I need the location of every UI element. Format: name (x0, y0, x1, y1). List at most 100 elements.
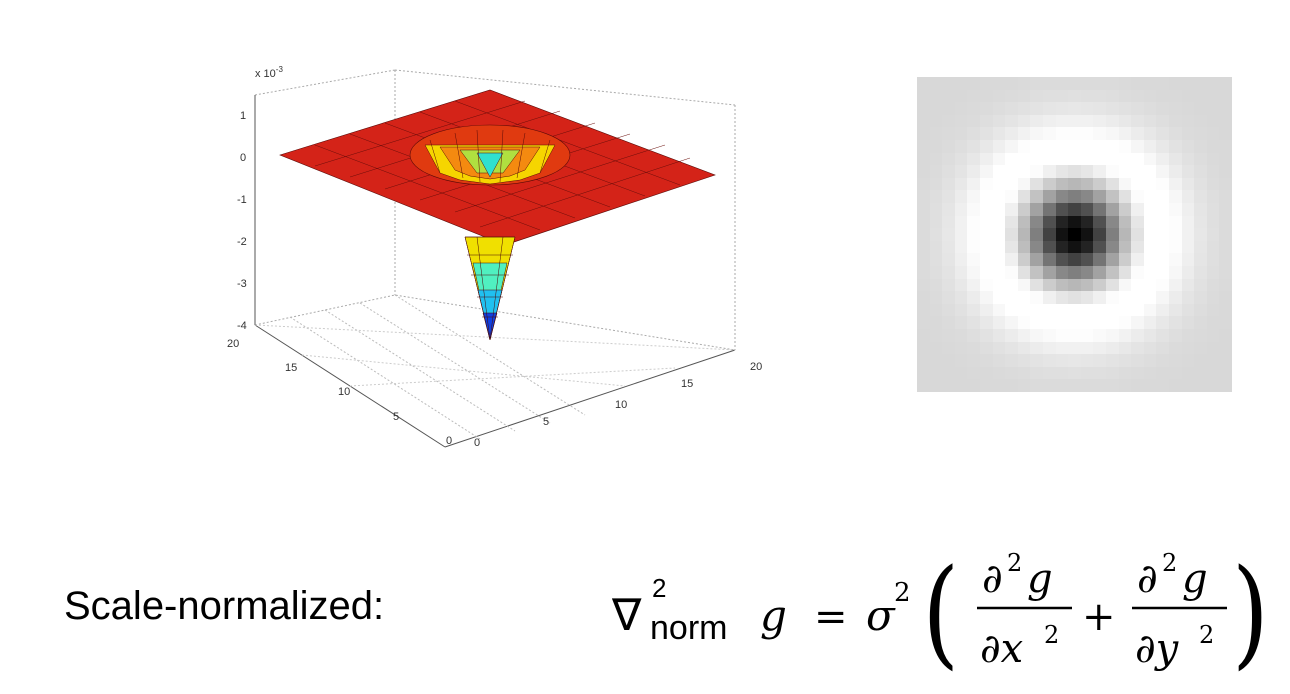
image-pixel (1206, 303, 1220, 317)
image-pixel (1194, 203, 1207, 216)
image-pixel (1118, 316, 1132, 329)
image-pixel (1131, 165, 1144, 178)
image-pixel (1055, 278, 1069, 292)
image-pixel (1106, 266, 1119, 279)
image-pixel (1080, 190, 1094, 203)
image-pixel (1206, 354, 1220, 367)
caption-label: Scale-normalized: (64, 584, 385, 628)
image-pixel (967, 152, 980, 166)
image-pixel (1030, 278, 1043, 292)
image-pixel (1030, 379, 1043, 392)
image-pixel (1219, 379, 1232, 392)
image-pixel (942, 177, 955, 191)
image-pixel (954, 366, 968, 380)
image-pixel (1131, 366, 1144, 380)
image-pixel (1030, 341, 1043, 355)
image-pixel (942, 341, 955, 355)
image-pixel (1181, 77, 1195, 90)
image-pixel (1043, 140, 1056, 153)
image-pixel (1194, 127, 1207, 140)
image-pixel (1156, 240, 1169, 254)
image-pixel (1169, 278, 1182, 292)
image-pixel (1206, 165, 1220, 178)
image-pixel (1219, 366, 1232, 380)
image-pixel (1206, 253, 1220, 266)
nabla-subscript: norm (650, 609, 727, 647)
image-pixel (1194, 165, 1207, 178)
image-pixel (1181, 278, 1195, 292)
image-pixel (967, 379, 980, 392)
image-pixel (1181, 127, 1195, 140)
image-pixel (1169, 215, 1182, 229)
image-pixel (1206, 203, 1220, 216)
image-pixel (1219, 77, 1232, 90)
image-pixel (1093, 89, 1106, 103)
image-pixel (954, 341, 968, 355)
image-pixel (942, 266, 955, 279)
image-pixel (1030, 152, 1043, 166)
image-pixel (1106, 127, 1119, 140)
image-pixel (1181, 165, 1195, 178)
image-pixel (1080, 341, 1094, 355)
image-pixel (1080, 165, 1094, 178)
image-pixel (929, 127, 943, 140)
image-pixel (1156, 278, 1169, 292)
image-pixel (1093, 114, 1106, 128)
image-pixel (1169, 291, 1182, 304)
y-tick: 5 (393, 411, 399, 423)
image-pixel (1181, 140, 1195, 153)
image-pixel (1156, 114, 1169, 128)
image-pixel (942, 291, 955, 304)
image-pixel (1106, 291, 1119, 304)
image-pixel (1017, 177, 1031, 191)
image-pixel (1156, 228, 1169, 241)
image-pixel (1169, 228, 1182, 241)
image-pixel (1030, 177, 1043, 191)
image-pixel (967, 354, 980, 367)
z-tick: 1 (240, 110, 246, 122)
image-pixel (1181, 203, 1195, 216)
image-pixel (1055, 329, 1069, 342)
image-pixel (1156, 89, 1169, 103)
image-pixel (1055, 354, 1069, 367)
image-pixel (1017, 228, 1031, 241)
image-pixel (1181, 354, 1195, 367)
image-pixel (1118, 215, 1132, 229)
image-pixel (992, 303, 1006, 317)
image-pixel (980, 102, 993, 115)
image-pixel (1118, 140, 1132, 153)
image-pixel (1143, 203, 1157, 216)
image-pixel (1068, 77, 1081, 90)
image-pixel (942, 303, 955, 317)
image-pixel (954, 89, 968, 103)
image-pixel (1194, 240, 1207, 254)
image-pixel (1219, 354, 1232, 367)
image-pixel (1131, 240, 1144, 254)
image-pixel (1080, 329, 1094, 342)
image-pixel (1156, 165, 1169, 178)
image-pixel (1093, 215, 1106, 229)
image-pixel (1194, 152, 1207, 166)
image-pixel (1017, 203, 1031, 216)
image-pixel (1005, 228, 1018, 241)
image-pixel (917, 379, 930, 392)
image-pixel (967, 329, 980, 342)
image-pixel (1143, 366, 1157, 380)
image-pixel (980, 165, 993, 178)
image-pixel (1156, 316, 1169, 329)
image-pixel (1055, 341, 1069, 355)
image-pixel (1169, 379, 1182, 392)
image-pixel (929, 152, 943, 166)
image-pixel (954, 329, 968, 342)
image-pixel (1068, 329, 1081, 342)
image-pixel (1131, 379, 1144, 392)
image-pixel (1043, 329, 1056, 342)
image-pixel (1005, 341, 1018, 355)
image-pixel (1219, 228, 1232, 241)
image-pixel (1143, 177, 1157, 191)
image-pixel (992, 140, 1006, 153)
image-pixel (1030, 240, 1043, 254)
image-pixel (1080, 89, 1094, 103)
fraction2-numerator-superscript: 2 (1162, 549, 1177, 577)
image-pixel (1005, 203, 1018, 216)
